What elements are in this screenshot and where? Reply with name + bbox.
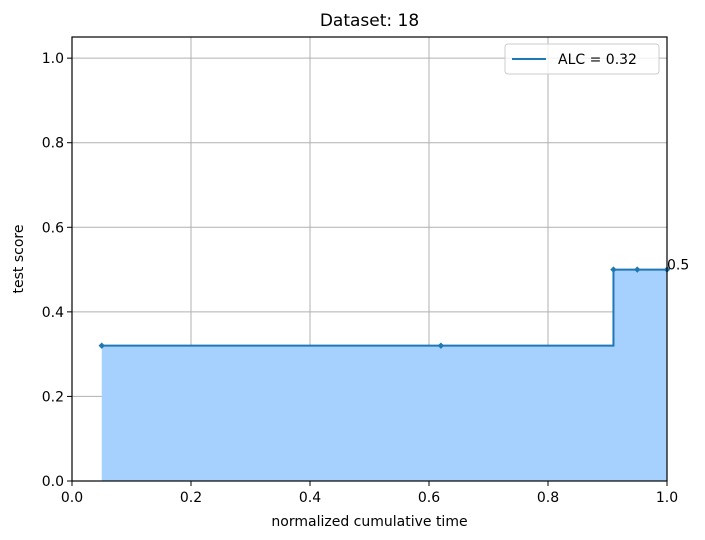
legend-box [504,43,660,75]
x-axis-ticks: 0.0 0.2 0.4 0.6 0.8 1.0 [61,481,678,506]
y-tick-label: 0.0 [42,474,64,490]
x-tick-label: 0.8 [537,490,559,506]
y-tick-label: 0.2 [42,389,64,405]
y-tick-label: 0.8 [42,136,64,152]
annotations: 0.5 [667,258,689,274]
markers [98,266,671,349]
area-fill-path [101,269,667,481]
x-tick-label: 0.4 [299,490,321,506]
y-axis-label: test score [11,225,27,294]
x-axis-label: normalized cumulative time [271,514,467,530]
y-tick-label: 1.0 [42,51,64,67]
legend: ALC = 0.32 [504,43,660,75]
series-line [101,268,667,347]
data-point-marker [610,266,617,273]
area-fill [101,269,667,481]
series-line-path [101,268,667,347]
y-tick-label: 0.6 [42,220,64,236]
legend-label: ALC = 0.32 [558,52,637,68]
y-axis-ticks: 0.0 0.2 0.4 0.6 0.8 1.0 [42,51,72,490]
x-tick-label: 0.6 [418,490,440,506]
x-tick-label: 1.0 [656,490,678,506]
point-annotation: 0.5 [667,258,689,274]
x-tick-label: 0.2 [180,490,202,506]
data-point-marker [437,342,445,349]
y-tick-label: 0.4 [42,305,64,321]
data-point-marker [98,342,105,349]
chart-title: Dataset: 18 [320,11,419,31]
data-point-marker [634,266,641,273]
plot-frame [71,36,668,482]
x-tick-label: 0.0 [61,490,83,506]
